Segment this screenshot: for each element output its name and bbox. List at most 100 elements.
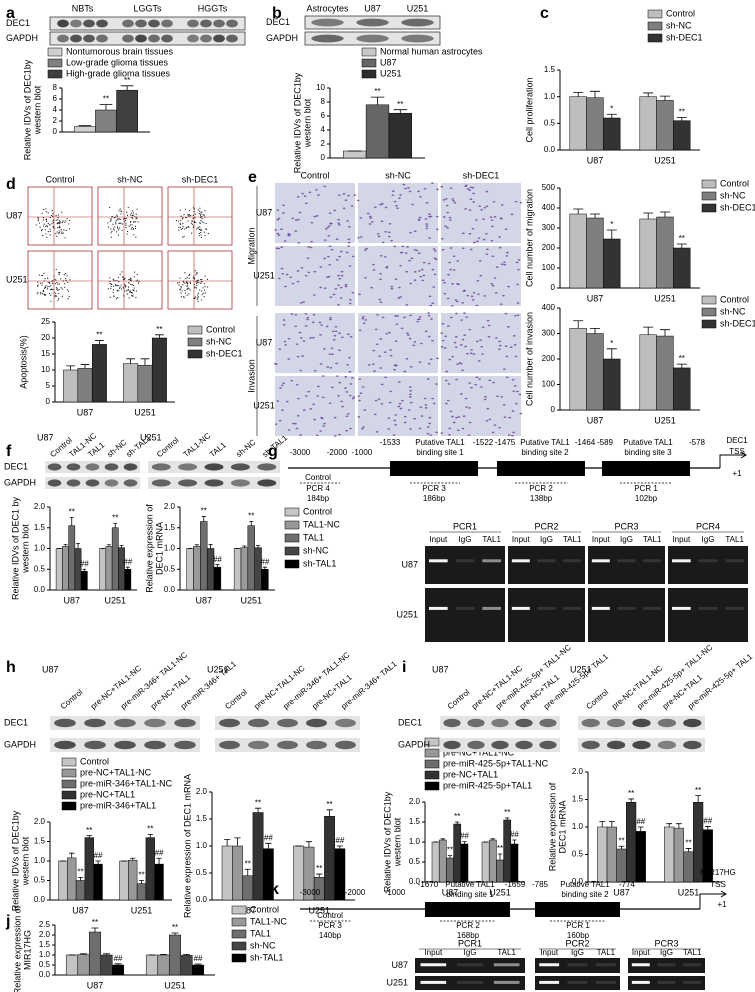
flow-event xyxy=(42,219,44,221)
stained-cell xyxy=(409,366,413,368)
stained-cell xyxy=(435,431,439,434)
gel-band xyxy=(539,963,560,967)
stained-cell xyxy=(461,427,465,430)
legend-label: sh-TAL1 xyxy=(250,952,283,962)
stained-cell xyxy=(352,396,356,398)
flow-event xyxy=(178,229,180,231)
stained-cell xyxy=(302,409,306,411)
blot-group-label: U251 xyxy=(207,664,229,674)
stained-cell xyxy=(452,255,456,258)
flow-event xyxy=(112,295,115,297)
y-tick-label: 1.0 xyxy=(196,841,208,850)
stained-cell xyxy=(380,403,384,405)
gel-band xyxy=(493,963,520,967)
blot-band xyxy=(57,19,69,28)
blot-band xyxy=(104,463,119,471)
flow-event xyxy=(135,296,137,299)
legend-swatch xyxy=(647,9,663,19)
error-bar xyxy=(130,857,136,861)
stained-cell xyxy=(306,257,310,260)
stained-cell xyxy=(465,316,469,318)
stained-cell xyxy=(407,409,411,411)
flow-event xyxy=(56,223,59,225)
bar xyxy=(55,548,63,591)
stained-cell xyxy=(441,322,445,325)
flow-event xyxy=(135,290,137,292)
flow-event xyxy=(186,276,188,279)
y-tick-label: 0 xyxy=(321,153,326,162)
diagram-label: PCR 4 xyxy=(306,484,330,493)
error-bar xyxy=(215,564,220,568)
stained-cell xyxy=(300,267,304,269)
error-bar xyxy=(201,516,206,522)
stained-cell xyxy=(498,426,501,429)
significance-label: ** xyxy=(695,786,701,795)
stained-cell xyxy=(460,319,464,321)
stained-cell xyxy=(368,215,372,218)
stained-cell xyxy=(399,264,402,267)
stained-cell xyxy=(345,429,348,432)
error-bar xyxy=(704,826,711,830)
binding-site xyxy=(425,902,510,917)
significance-label: ** xyxy=(138,871,144,880)
flow-event xyxy=(115,284,117,286)
y-tick-label: 1.5 xyxy=(39,940,51,949)
stained-cell xyxy=(413,279,417,282)
flow-event xyxy=(41,282,43,284)
x-tick-label: U251 xyxy=(489,887,511,897)
error-bar xyxy=(305,841,313,848)
blot-band xyxy=(83,19,95,28)
stained-cell xyxy=(488,418,492,421)
diagram-label: -2000 xyxy=(327,448,348,457)
flow-event xyxy=(117,297,119,299)
flow-event xyxy=(184,208,187,210)
legend-label: U87 xyxy=(380,57,397,67)
stained-cell xyxy=(416,320,420,323)
diagram-label: 140bp xyxy=(319,931,342,940)
flow-event xyxy=(119,208,121,210)
stained-cell xyxy=(490,225,494,228)
error-bar xyxy=(676,117,687,121)
stained-cell xyxy=(479,339,482,341)
y-tick-label: 25 xyxy=(41,317,50,326)
bar xyxy=(664,826,675,883)
stained-cell xyxy=(297,241,301,244)
diagram-label: -2000 xyxy=(345,888,366,897)
stained-cell xyxy=(339,250,343,253)
blot-band xyxy=(96,19,108,28)
legend-swatch xyxy=(424,759,440,769)
x-tick-label: U87 xyxy=(77,407,94,417)
stained-cell xyxy=(283,240,287,242)
stained-cell xyxy=(396,207,399,209)
stained-cell xyxy=(374,328,378,331)
stained-cell xyxy=(348,394,352,397)
stained-cell xyxy=(401,245,405,248)
stained-cell xyxy=(369,217,373,219)
panel-label: f xyxy=(6,443,12,460)
flow-event xyxy=(128,282,130,284)
stained-cell xyxy=(405,270,408,273)
gel-band xyxy=(631,963,650,967)
flow-event xyxy=(124,217,126,220)
y-tick-label: 2.0 xyxy=(572,767,584,776)
flow-event xyxy=(41,274,44,276)
flow-event xyxy=(111,216,113,218)
flow-event xyxy=(199,215,202,217)
flow-event xyxy=(204,275,206,277)
stained-cell xyxy=(322,348,326,350)
stained-cell xyxy=(335,375,339,377)
stained-cell xyxy=(428,295,432,298)
flow-event xyxy=(65,278,67,280)
legend-label: Nontumorous brain tissues xyxy=(66,46,174,56)
x-tick-label: U251 xyxy=(104,595,126,605)
stained-cell xyxy=(474,383,478,386)
stained-cell xyxy=(357,395,361,397)
stained-cell xyxy=(299,434,303,436)
flow-event xyxy=(56,235,58,237)
stained-cell xyxy=(421,279,425,282)
bar xyxy=(673,247,691,289)
flow-event xyxy=(116,285,118,287)
error-bar xyxy=(675,823,682,829)
stained-cell xyxy=(500,263,504,266)
flow-event xyxy=(124,285,126,287)
